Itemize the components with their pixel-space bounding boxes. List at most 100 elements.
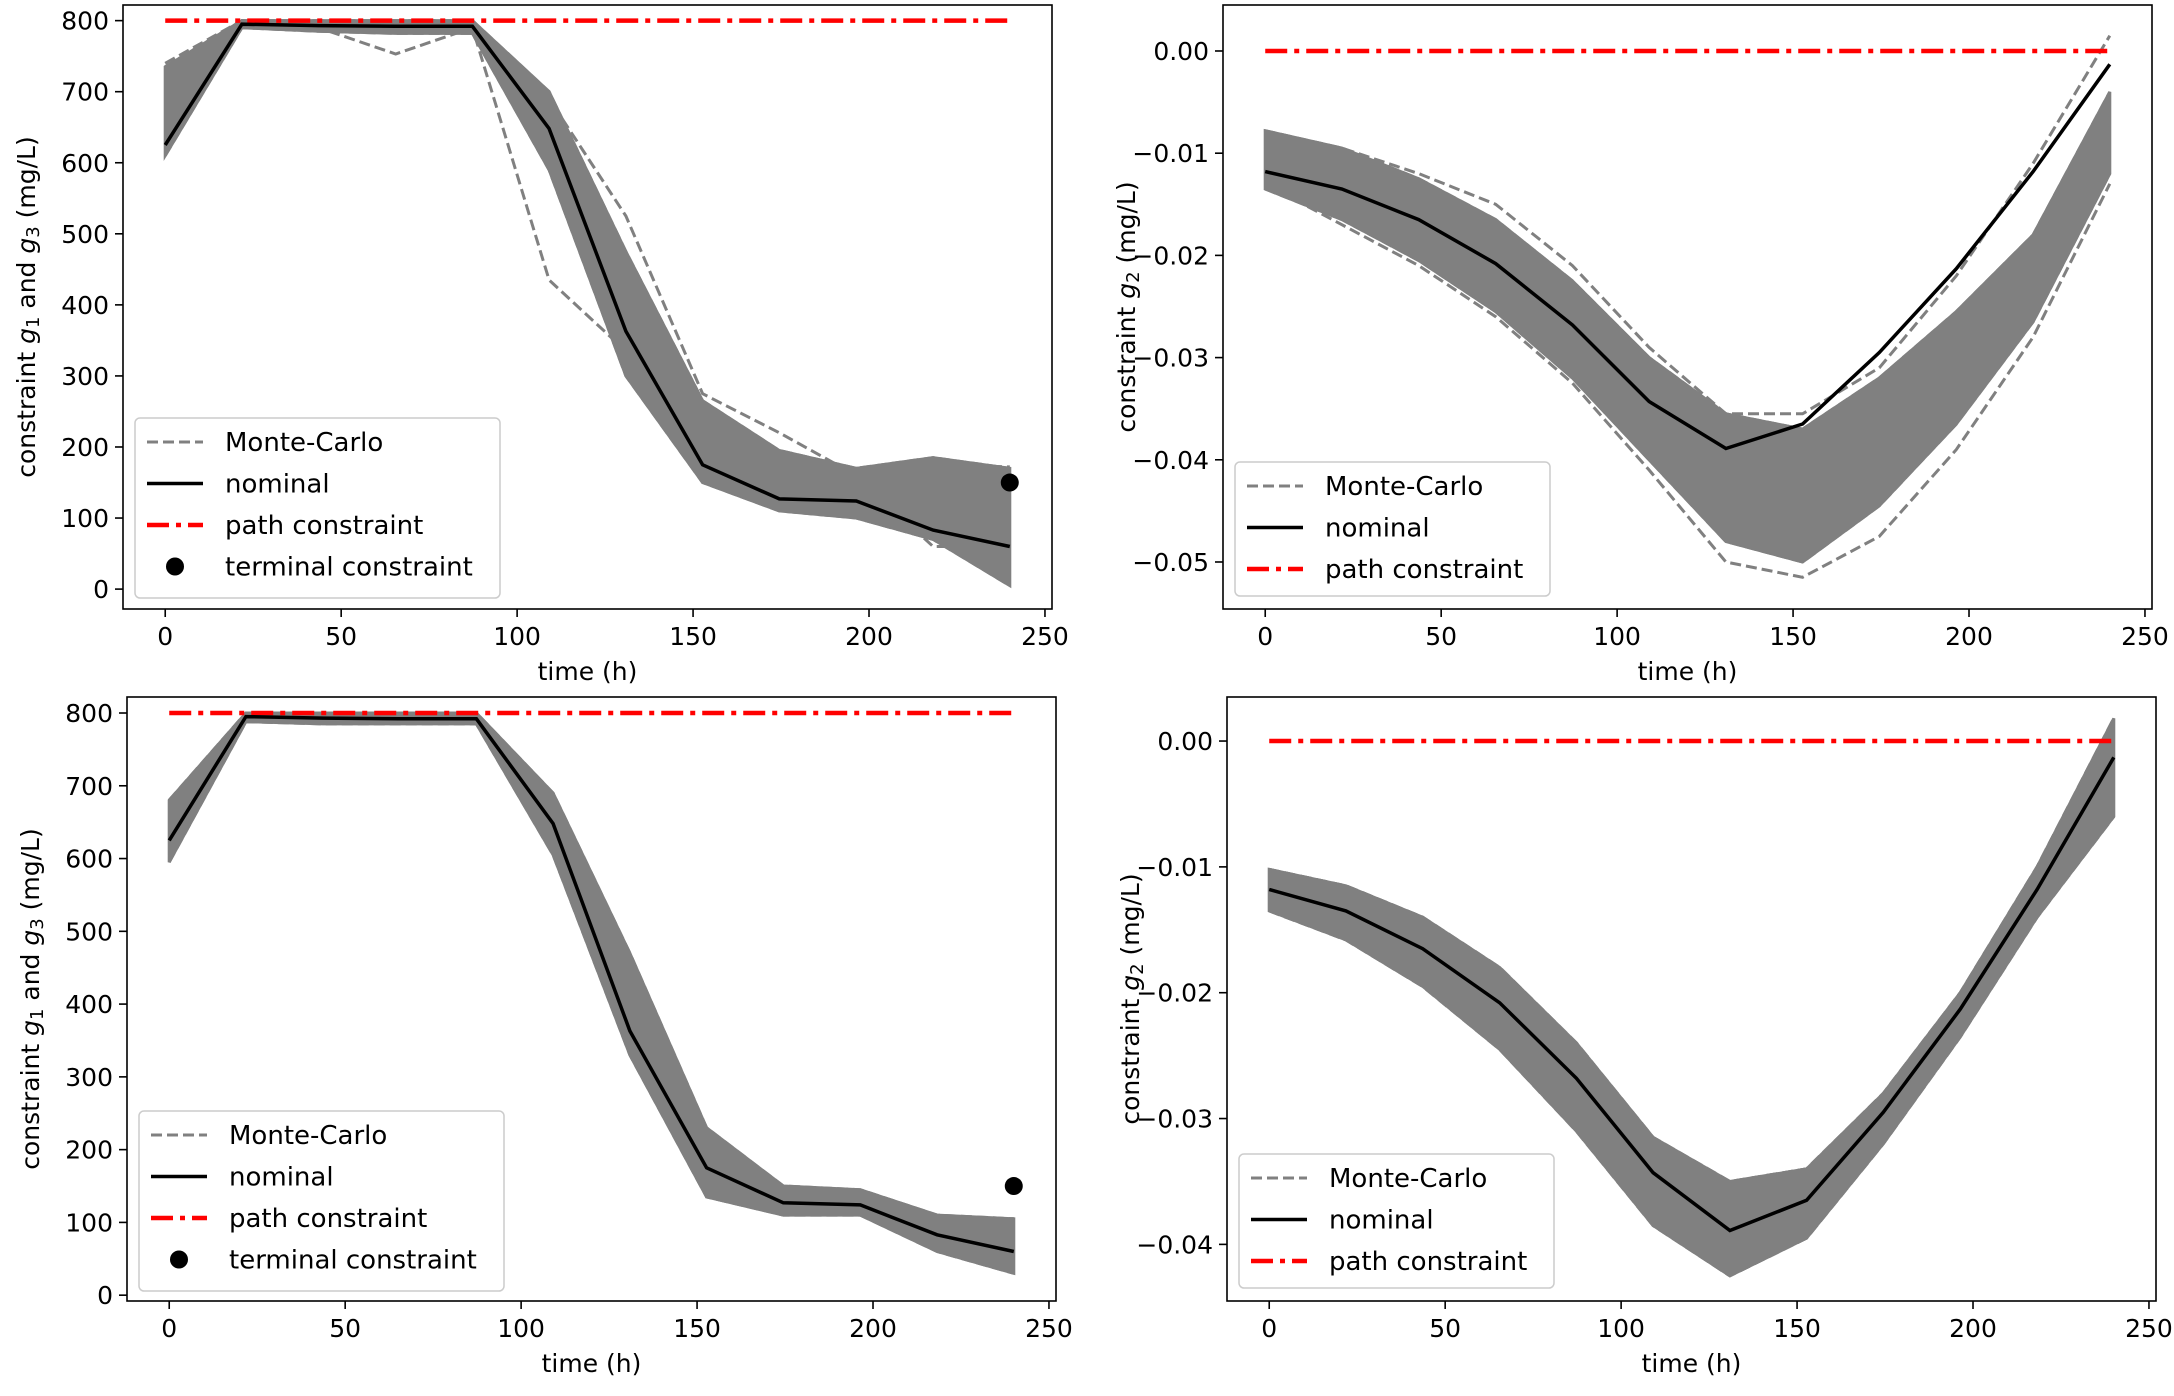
chart-top-left: 0 50 100 150 200 250 0 100 200 300 400 500 600 700 800… bbox=[12, 4, 1069, 686]
legend-box bbox=[1234, 461, 1551, 597]
monte-carlo-line bbox=[1264, 91, 2112, 431]
y-axis-label-part: 2 bbox=[1127, 963, 1148, 974]
legend-handle-terminal-constraint bbox=[170, 1250, 188, 1269]
y-tick-label: 0.00 bbox=[1153, 37, 1209, 66]
y-axis-label-part: 1 bbox=[23, 317, 44, 328]
legend-box bbox=[134, 417, 501, 599]
y-axis-label-part: constraint bbox=[1112, 299, 1141, 433]
legend-monte-carlo: Monte-Carlo bbox=[225, 428, 383, 458]
chart-bottom-right: 0 50 100 150 200 250 0.00 −0.01 −0.02 −0.03 −0.04 t… bbox=[1116, 696, 2173, 1378]
nominal-line bbox=[167, 714, 1015, 1254]
monte-carlo-line bbox=[1268, 717, 2116, 1184]
nominal-line bbox=[163, 22, 1011, 549]
monte-carlo-line bbox=[163, 26, 1011, 587]
x-tick-label: 200 bbox=[1945, 622, 1993, 651]
x-tick-label: 150 bbox=[673, 1314, 721, 1343]
x-tick-label: 250 bbox=[2121, 622, 2169, 651]
x-tick-label: 250 bbox=[1025, 1314, 1073, 1343]
monte-carlo-line bbox=[1268, 815, 2115, 1278]
legend: Monte-Carlo nominal path constraint bbox=[1234, 461, 1551, 597]
y-tick-label: −0.04 bbox=[1132, 446, 1209, 475]
y-tick-label: −0.01 bbox=[1132, 139, 1209, 168]
x-tick-label: 50 bbox=[329, 1314, 361, 1343]
y-tick-label: −0.02 bbox=[1136, 979, 1213, 1008]
legend: Monte-Carlo nominal path constraint termina… bbox=[134, 417, 501, 599]
y-axis-label-part: 3 bbox=[23, 226, 44, 237]
terminal-constraint-point bbox=[1004, 1177, 1023, 1196]
x-tick-label: 200 bbox=[845, 622, 893, 651]
y-tick-label: 200 bbox=[61, 433, 109, 462]
legend: Monte-Carlo nominal path constraint bbox=[1238, 1153, 1555, 1289]
y-tick-label: 0.00 bbox=[1157, 727, 1213, 756]
y-axis-label-part: 2 bbox=[1123, 271, 1144, 282]
y-axis-label-part: and bbox=[16, 946, 45, 1009]
y-tick-label: 200 bbox=[65, 1136, 113, 1165]
legend-nominal: nominal bbox=[225, 470, 330, 500]
y-tick-label: −0.01 bbox=[1136, 853, 1213, 882]
x-tick-label: 100 bbox=[493, 622, 541, 651]
x-tick-label: 200 bbox=[1949, 1314, 1997, 1343]
y-axis-label-part: g bbox=[1112, 283, 1141, 299]
chart-top-right: 0 50 100 150 200 250 0.00 −0.01 −0.02 −0.03 −0.04 −… bbox=[1112, 4, 2169, 686]
y-axis-label-part: and bbox=[12, 254, 41, 317]
legend-monte-carlo: Monte-Carlo bbox=[1325, 472, 1483, 502]
legend-box bbox=[138, 1110, 505, 1292]
x-axis-label: time (h) bbox=[1642, 1349, 1742, 1378]
plot-area bbox=[163, 18, 1012, 589]
x-tick-label: 50 bbox=[1425, 622, 1457, 651]
legend-nominal: nominal bbox=[229, 1163, 334, 1193]
legend-terminal-constraint: terminal constraint bbox=[225, 553, 473, 583]
y-axis-label-part: 3 bbox=[27, 918, 48, 929]
monte-carlo-line bbox=[1264, 34, 2112, 416]
x-tick-label: 0 bbox=[1257, 622, 1273, 651]
y-axis-label-part: g bbox=[16, 1020, 45, 1036]
legend-handle-terminal-constraint bbox=[166, 557, 184, 576]
y-axis-label-part: constraint bbox=[1116, 991, 1145, 1125]
y-tick-label: 800 bbox=[65, 699, 113, 728]
y-axis-label: constraint g2 (mg/L) bbox=[1112, 181, 1144, 432]
y-tick-label: −0.03 bbox=[1136, 1105, 1213, 1134]
y-axis-label-part: constraint bbox=[12, 344, 41, 478]
legend-path-constraint: path constraint bbox=[1329, 1247, 1527, 1277]
nominal-line bbox=[1268, 756, 2116, 1233]
y-tick-label: −0.04 bbox=[1136, 1230, 1213, 1259]
x-tick-label: 50 bbox=[1429, 1314, 1461, 1343]
legend: Monte-Carlo nominal path constraint termina… bbox=[138, 1110, 505, 1292]
monte-carlo-line bbox=[1264, 172, 2112, 564]
x-tick-label: 200 bbox=[849, 1314, 897, 1343]
x-tick-label: 50 bbox=[325, 622, 357, 651]
y-tick-label: 500 bbox=[61, 220, 109, 249]
nominal-line bbox=[1264, 63, 2112, 451]
axes-frame bbox=[1222, 4, 2153, 610]
monte-carlo-line bbox=[167, 720, 1015, 1275]
y-axis-label-part: g bbox=[12, 238, 41, 254]
x-axis-label: time (h) bbox=[1638, 657, 1738, 686]
y-tick-label: 300 bbox=[61, 362, 109, 391]
y-tick-label: 700 bbox=[65, 772, 113, 801]
axes-frame bbox=[1226, 696, 2157, 1302]
chart-bottom-left: 0 50 100 150 200 250 0 100 200 300 400 500 600 700 800… bbox=[16, 696, 1073, 1378]
y-axis-label-part: g bbox=[1116, 975, 1145, 991]
y-tick-label: 400 bbox=[61, 291, 109, 320]
y-tick-label: −0.02 bbox=[1132, 241, 1209, 270]
y-tick-label: 800 bbox=[61, 7, 109, 36]
y-tick-label: 100 bbox=[65, 1208, 113, 1237]
x-tick-label: 150 bbox=[1773, 1314, 1821, 1343]
x-axis-label: time (h) bbox=[538, 657, 638, 686]
plot-area bbox=[1267, 717, 2116, 1278]
y-axis-label-part: constraint bbox=[16, 1036, 45, 1170]
terminal-constraint-point bbox=[1000, 473, 1019, 492]
legend-path-constraint: path constraint bbox=[229, 1204, 427, 1234]
axes-frame bbox=[122, 4, 1053, 610]
x-tick-label: 250 bbox=[1021, 622, 1069, 651]
x-tick-label: 0 bbox=[1261, 1314, 1277, 1343]
y-axis-label-part: (mg/L) bbox=[16, 828, 45, 918]
x-tick-label: 150 bbox=[1769, 622, 1817, 651]
legend-monte-carlo: Monte-Carlo bbox=[1329, 1164, 1487, 1194]
x-tick-label: 0 bbox=[161, 1314, 177, 1343]
y-axis-label-part: g bbox=[16, 930, 45, 946]
x-tick-label: 150 bbox=[669, 622, 717, 651]
y-axis-label-part: (mg/L) bbox=[1116, 873, 1145, 963]
legend-monte-carlo: Monte-Carlo bbox=[229, 1121, 387, 1151]
y-tick-label: 100 bbox=[61, 504, 109, 533]
